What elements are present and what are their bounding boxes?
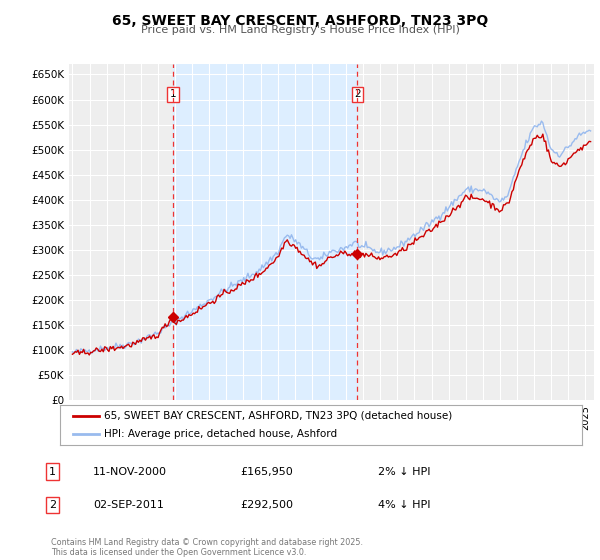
Text: Contains HM Land Registry data © Crown copyright and database right 2025.
This d: Contains HM Land Registry data © Crown c…: [51, 538, 363, 557]
Text: 1: 1: [49, 466, 56, 477]
Text: 02-SEP-2011: 02-SEP-2011: [93, 500, 164, 510]
Text: Price paid vs. HM Land Registry's House Price Index (HPI): Price paid vs. HM Land Registry's House …: [140, 25, 460, 35]
Text: 11-NOV-2000: 11-NOV-2000: [93, 466, 167, 477]
Text: 65, SWEET BAY CRESCENT, ASHFORD, TN23 3PQ: 65, SWEET BAY CRESCENT, ASHFORD, TN23 3P…: [112, 14, 488, 28]
Bar: [173, 64, 358, 400]
Text: HPI: Average price, detached house, Ashford: HPI: Average price, detached house, Ashf…: [104, 430, 337, 439]
Text: 2: 2: [354, 90, 361, 100]
Text: £165,950: £165,950: [240, 466, 293, 477]
Text: 4% ↓ HPI: 4% ↓ HPI: [378, 500, 431, 510]
Text: 65, SWEET BAY CRESCENT, ASHFORD, TN23 3PQ (detached house): 65, SWEET BAY CRESCENT, ASHFORD, TN23 3P…: [104, 411, 452, 421]
Text: 1: 1: [169, 90, 176, 100]
Text: 2% ↓ HPI: 2% ↓ HPI: [378, 466, 431, 477]
Text: 2: 2: [49, 500, 56, 510]
Text: £292,500: £292,500: [240, 500, 293, 510]
